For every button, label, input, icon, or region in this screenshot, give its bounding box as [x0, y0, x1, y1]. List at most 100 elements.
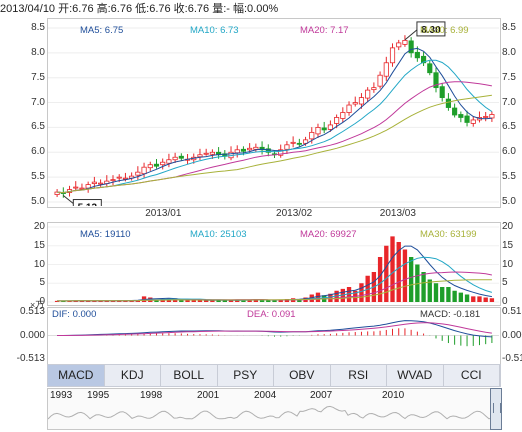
volume-bar — [284, 299, 290, 302]
volume-bar — [228, 300, 234, 302]
low-marker-line — [63, 195, 74, 204]
candle-body — [116, 176, 122, 179]
candle-body — [483, 116, 489, 118]
candle-body — [458, 114, 464, 118]
volume-bar — [241, 300, 246, 302]
candle-body — [98, 182, 104, 185]
price-chart: 8.30 5.13 — [48, 21, 499, 206]
volume-bar — [98, 300, 103, 302]
candle-body — [470, 119, 476, 124]
volume-y-tick-left: 0 — [39, 296, 45, 307]
candle-body — [309, 131, 315, 140]
candle-body — [327, 124, 333, 130]
volume-ma-label: MA10: 25103 — [190, 229, 247, 240]
high-marker-line — [404, 29, 418, 41]
volume-y-tick-left: 20 — [33, 221, 45, 232]
candle-body — [253, 146, 259, 150]
candle-body — [396, 42, 402, 48]
candle-body — [284, 144, 290, 150]
volume-bar — [359, 283, 364, 302]
price-y-tick-left: 6.0 — [31, 146, 45, 158]
candle-body — [166, 159, 172, 164]
candle-body — [408, 40, 414, 54]
candle-body — [427, 63, 433, 74]
tab-rsi[interactable]: RSI — [331, 365, 387, 386]
volume-bar — [79, 300, 85, 302]
volume-ma-line — [57, 279, 492, 302]
volume-bar — [408, 257, 414, 302]
volume-bar — [154, 299, 159, 302]
volume-bar — [309, 294, 314, 302]
macd-label: MACD: -0.181 — [420, 309, 481, 320]
candle-body — [79, 187, 85, 190]
candle-body — [240, 148, 247, 152]
volume-ma-label: MA20: 69927 — [300, 229, 357, 240]
timeline-year-label: 2001 — [197, 390, 220, 401]
tab-wvad[interactable]: WVAD — [387, 365, 444, 386]
volume-bar — [253, 299, 259, 302]
candle-body — [290, 141, 296, 144]
timeline-scroll-handle[interactable] — [490, 388, 502, 430]
volume-bar — [278, 299, 283, 302]
price-ma-line — [57, 94, 492, 194]
candle-body — [402, 40, 408, 45]
price-ma-line — [57, 47, 492, 194]
volume-bar — [210, 299, 215, 302]
candle-body — [302, 139, 309, 144]
tab-macd[interactable]: MACD — [48, 365, 105, 386]
volume-bar — [427, 279, 432, 302]
volume-bar — [104, 300, 109, 302]
candle-body — [439, 86, 445, 98]
volume-bar — [191, 300, 196, 302]
volume-bar — [377, 257, 383, 302]
volume-bar — [185, 300, 190, 302]
low-marker-box — [72, 199, 102, 206]
price-x-tick: 2013/02 — [276, 208, 313, 219]
volume-bar — [440, 287, 445, 302]
volume-bar — [458, 292, 464, 302]
tab-psy[interactable]: PSY — [218, 365, 274, 386]
macd-label: DIF: 0.000 — [52, 309, 97, 320]
volume-bar — [123, 300, 128, 302]
candle-body — [110, 179, 116, 182]
volume-bar — [266, 300, 271, 302]
candle-body — [464, 115, 470, 123]
volume-bar — [446, 287, 451, 302]
price-y-tick-left: 7.0 — [31, 96, 45, 108]
tab-cci[interactable]: CCI — [444, 365, 500, 386]
volume-bar — [477, 296, 482, 302]
candle-body — [73, 186, 79, 189]
candle-body — [489, 114, 495, 119]
candle-body — [247, 147, 253, 151]
candle-body — [197, 154, 203, 158]
volume-y-tick-left: 10 — [33, 258, 45, 270]
price-x-tick: 2013/03 — [379, 208, 416, 219]
volume-bar — [384, 245, 389, 302]
candle-body — [389, 47, 396, 64]
volume-bar — [402, 249, 408, 302]
volume-bar — [433, 283, 439, 302]
candle-body — [178, 155, 184, 159]
volume-ma-line — [57, 256, 493, 302]
tab-kdj[interactable]: KDJ — [105, 365, 161, 386]
candle-body — [334, 117, 340, 124]
volume-bar — [54, 300, 60, 302]
candle-body — [315, 127, 321, 135]
macd-dea-line — [57, 322, 492, 336]
volume-y-tick-left: 5 — [39, 277, 45, 289]
timeline-navigator[interactable]: 1993 1995 1998 2001 2004 2007 2010 — [47, 388, 501, 430]
volume-bar — [179, 300, 184, 302]
price-ma-label: MA30: 6.99 — [420, 25, 469, 36]
candle-body — [135, 171, 141, 176]
volume-unit-label: ×万 — [30, 300, 45, 310]
timeline-year-label: 2010 — [382, 390, 405, 401]
volume-y-tick-left: 15 — [33, 239, 45, 251]
volume-bar — [61, 300, 66, 302]
volume-ma-line — [57, 271, 492, 302]
volume-bar — [259, 300, 265, 302]
indicator-tabs: MACD KDJ BOLL PSY OBV RSI WVAD CCI — [47, 364, 501, 387]
tab-boll[interactable]: BOLL — [161, 365, 218, 386]
tab-obv[interactable]: OBV — [274, 365, 331, 386]
macd-y-tick-right: 0.000 — [502, 329, 522, 341]
candle-body — [420, 55, 427, 64]
